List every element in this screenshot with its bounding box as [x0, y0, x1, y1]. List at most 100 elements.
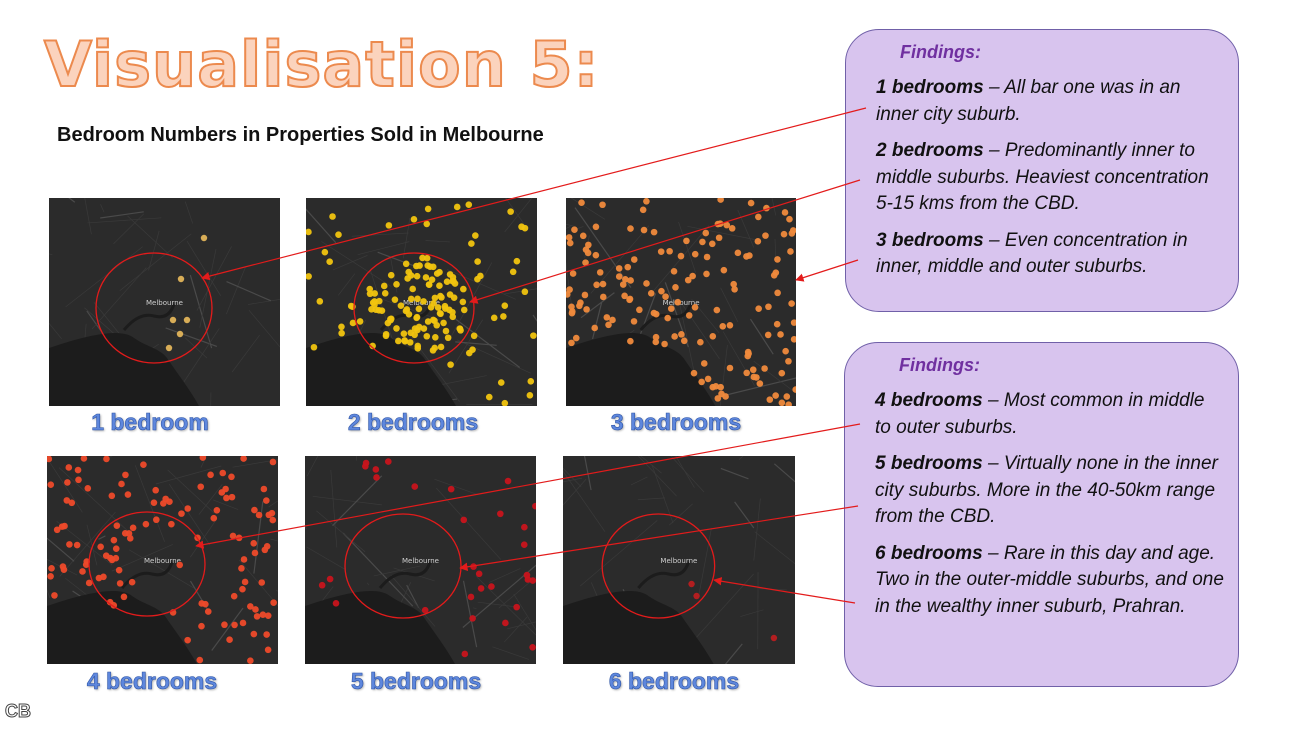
- map-road: [462, 580, 478, 648]
- sale-point: [470, 563, 477, 570]
- sale-point: [204, 608, 212, 615]
- sale-point: [332, 599, 340, 607]
- sale-point: [704, 375, 712, 383]
- map-road: [773, 463, 795, 483]
- sale-point: [774, 256, 781, 263]
- sale-point: [269, 458, 277, 466]
- sale-point: [662, 293, 669, 300]
- map-road: [185, 337, 208, 359]
- map-road: [270, 538, 278, 542]
- sale-point: [265, 511, 273, 519]
- sale-point: [453, 203, 461, 211]
- sale-point: [373, 474, 380, 481]
- sale-point: [755, 305, 762, 312]
- sale-point: [744, 348, 752, 356]
- sale-point: [270, 599, 277, 606]
- map-road: [86, 524, 98, 566]
- sale-point: [258, 579, 266, 586]
- sale-point: [678, 331, 685, 338]
- sale-point: [405, 268, 413, 276]
- sale-point: [429, 263, 437, 271]
- sale-point: [743, 253, 750, 260]
- sale-point: [362, 459, 370, 467]
- map-road: [165, 327, 218, 348]
- sale-point: [306, 273, 312, 280]
- sale-point: [213, 506, 221, 514]
- sale-point: [424, 205, 432, 213]
- map-road: [425, 240, 450, 243]
- map-road: [774, 238, 777, 257]
- sale-point: [429, 347, 437, 354]
- map-road: [489, 568, 521, 583]
- sale-point: [239, 619, 247, 627]
- sale-point: [378, 307, 386, 315]
- sale-point: [366, 290, 374, 298]
- sale-point: [103, 456, 110, 463]
- sale-point: [397, 302, 405, 309]
- sale-point: [708, 240, 716, 248]
- sale-point: [762, 232, 769, 239]
- map-canvas: Melbourne: [566, 198, 796, 406]
- sale-point: [444, 334, 452, 342]
- sale-point: [228, 473, 235, 481]
- sale-point: [743, 369, 750, 377]
- sale-point: [269, 516, 277, 524]
- sale-point: [520, 541, 528, 549]
- sale-point: [414, 345, 422, 352]
- map-road: [640, 456, 662, 474]
- sale-point: [97, 543, 104, 551]
- map-bay: [306, 332, 456, 406]
- finding-6-bedrooms: 6 bedrooms – Rare in this day and age. T…: [875, 542, 1224, 617]
- sale-point: [753, 374, 760, 381]
- map-road: [87, 217, 162, 224]
- sale-point: [671, 333, 678, 340]
- sale-point: [75, 476, 82, 484]
- map-road: [563, 467, 582, 488]
- sale-point: [521, 288, 529, 296]
- sale-point: [369, 342, 376, 350]
- sale-point: [566, 239, 574, 247]
- sale-point: [421, 606, 429, 614]
- map-road: [356, 319, 367, 337]
- sale-point: [422, 274, 430, 281]
- sale-point: [714, 220, 722, 228]
- inner-city-circle: [88, 511, 206, 617]
- map-canvas: Melbourne: [305, 456, 536, 664]
- map-road: [754, 531, 795, 565]
- map-bay: [305, 590, 455, 664]
- map-2-bedrooms: Melbourne: [306, 198, 537, 406]
- map-road: [351, 232, 409, 237]
- map-road: [98, 535, 106, 540]
- sale-point: [423, 332, 431, 340]
- map-road: [100, 204, 105, 213]
- sale-point: [691, 250, 699, 258]
- map-river: [639, 303, 692, 331]
- sale-point: [763, 204, 770, 212]
- sale-point: [338, 329, 345, 337]
- map-road: [720, 287, 739, 323]
- sale-point: [693, 592, 700, 600]
- sale-point: [677, 252, 685, 260]
- sale-point: [709, 383, 717, 391]
- slide-title: Visualisation 5:: [43, 27, 600, 102]
- sale-point: [652, 333, 660, 341]
- map-road: [59, 511, 116, 577]
- sale-point: [409, 285, 417, 293]
- sale-point: [61, 522, 68, 530]
- footer-mark: CB: [5, 701, 32, 722]
- sale-point: [120, 593, 128, 601]
- sale-point: [497, 510, 504, 518]
- sale-point: [428, 276, 436, 283]
- sale-point: [184, 505, 192, 512]
- sale-point: [113, 522, 121, 529]
- map-4-bedrooms: Melbourne: [47, 456, 278, 664]
- sale-point: [177, 275, 185, 283]
- map-road: [373, 565, 421, 577]
- map-road: [226, 267, 246, 315]
- caption-4-bedrooms: 4 bedrooms: [86, 668, 218, 695]
- map-river: [378, 561, 432, 589]
- sale-point: [475, 570, 483, 578]
- sale-point: [790, 335, 796, 343]
- sale-point: [385, 222, 393, 229]
- sale-point: [571, 226, 578, 234]
